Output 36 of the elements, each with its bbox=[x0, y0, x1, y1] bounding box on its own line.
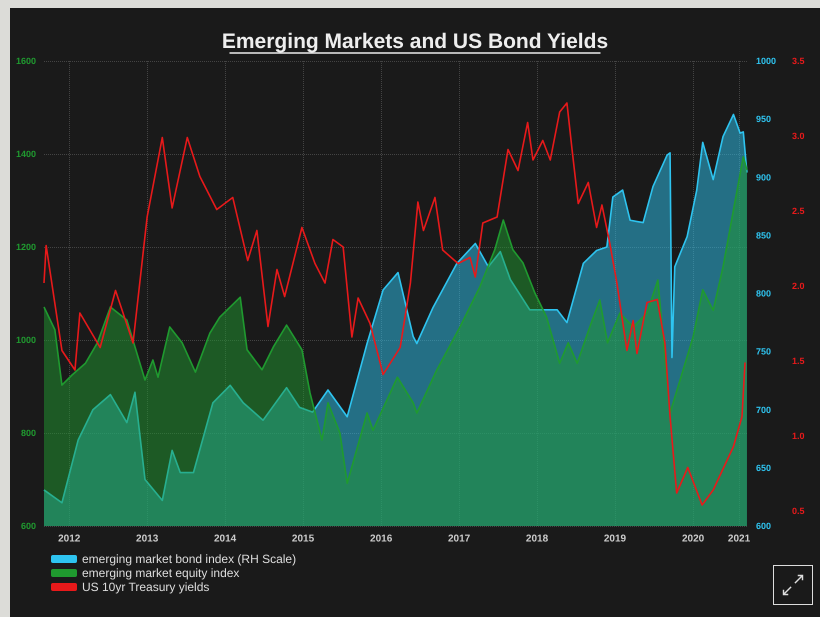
x-tick-label: 2020 bbox=[682, 534, 705, 544]
y2-tick-label: 1000 bbox=[756, 56, 776, 66]
x-tick-label: 2019 bbox=[604, 534, 627, 544]
y2-tick-label: 800 bbox=[756, 288, 772, 298]
y-tick-label: 1400 bbox=[16, 149, 36, 159]
y2-tick-label: 700 bbox=[756, 404, 772, 415]
legend-label: US 10yr Treasury yields bbox=[82, 580, 210, 594]
y-tick-label: 1000 bbox=[16, 335, 36, 345]
y3-tick-label: 1.5 bbox=[792, 356, 805, 366]
y-tick-label: 800 bbox=[20, 428, 36, 438]
legend-label: emerging market bond index (RH Scale) bbox=[82, 552, 296, 566]
y3-tick-label: 1.0 bbox=[792, 431, 805, 441]
y3-tick-label: 3.0 bbox=[792, 131, 805, 141]
y2-tick-label: 650 bbox=[756, 462, 772, 473]
x-tick-label: 2017 bbox=[448, 534, 471, 544]
chart-title: Emerging Markets and US Bond Yields bbox=[222, 30, 608, 53]
y-tick-label: 1600 bbox=[16, 56, 36, 66]
x-tick-label: 2018 bbox=[526, 534, 549, 544]
y3-tick-label: 2.0 bbox=[792, 281, 805, 291]
x-tick-label: 2015 bbox=[292, 534, 315, 544]
x-tick-label: 2012 bbox=[58, 534, 81, 544]
x-tick-label: 2021 bbox=[728, 534, 751, 544]
legend-label: emerging market equity index bbox=[82, 566, 240, 580]
y3-tick-label: 2.5 bbox=[792, 206, 805, 216]
x-tick-label: 2016 bbox=[370, 534, 393, 544]
x-tick-label: 2014 bbox=[214, 534, 237, 544]
y2-tick-label: 850 bbox=[756, 230, 772, 240]
y2-tick-label: 750 bbox=[756, 346, 772, 357]
y-tick-label: 1200 bbox=[16, 242, 36, 252]
y-tick-label: 600 bbox=[20, 521, 36, 531]
y2-tick-label: 600 bbox=[756, 521, 772, 531]
y2-tick-label: 900 bbox=[756, 172, 772, 182]
y3-tick-label: 3.5 bbox=[792, 56, 805, 66]
x-tick-label: 2013 bbox=[136, 534, 159, 544]
y3-tick-label: 0.5 bbox=[792, 506, 805, 516]
y2-tick-label: 950 bbox=[756, 114, 772, 124]
